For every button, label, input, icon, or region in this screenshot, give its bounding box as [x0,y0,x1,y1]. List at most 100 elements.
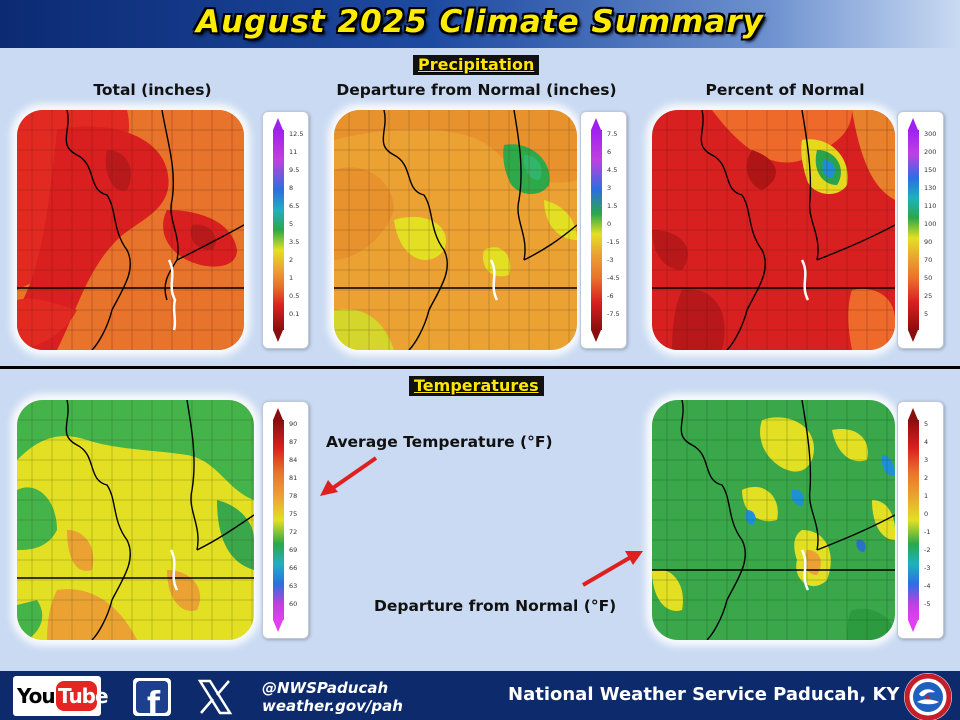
legend-tick: 87 [289,438,298,446]
map-precip-total [17,110,244,350]
legend-top-arrow [273,118,283,130]
legend-tick: 3.5 [289,238,300,246]
caption-temp-average: Average Temperature (°F) [326,433,553,451]
facebook-icon[interactable]: f [133,678,171,720]
map-temp-departure [652,400,895,640]
legend-tick: 200 [924,148,937,156]
legend-tick: 84 [289,456,298,464]
legend-tick: -7.5 [607,310,620,318]
legend-top-arrow [908,118,918,130]
legend-tick: 81 [289,474,298,482]
legend-precip-departure: 7.5 6 4.5 3 1.5 0 -1.5 -3 -4.5 -6 -7.5 [580,111,627,349]
legend-tick: 3 [607,184,612,192]
legend-tick: 1 [289,274,294,282]
legend-tick: -3 [924,564,931,572]
legend-tick: 72 [289,528,298,536]
legend-tick: 11 [289,148,298,156]
legend-tick: 70 [924,256,933,264]
legend-tick: 5 [289,220,294,228]
legend-tick: 3 [924,456,929,464]
page-title: August 2025 Climate Summary [196,4,764,40]
legend-temp-average: 90 87 84 81 78 75 72 69 66 63 60 [262,401,309,639]
legend-tick: 50 [924,274,933,282]
legend-tick: 4 [924,438,929,446]
legend-top-arrow [273,408,283,420]
section-title-precipitation: Precipitation [413,55,540,75]
youtube-tube-text: Tube [58,684,109,708]
legend-tick: 2 [289,256,294,264]
legend-tick: 69 [289,546,298,554]
legend-color-bar [908,130,919,330]
section-divider [0,366,960,369]
legend-bottom-arrow [273,330,283,342]
x-icon[interactable] [196,678,234,716]
legend-tick: -3 [607,256,614,264]
legend-color-bar [591,130,602,330]
legend-tick: 300 [924,130,937,138]
youtube-tube-box: Tube [56,681,109,711]
legend-tick: 78 [289,492,298,500]
legend-tick: 5 [924,420,929,428]
caption-precip-total: Total (inches) [93,81,212,99]
legend-tick: 90 [924,238,933,246]
red-arrow-icon [581,551,643,587]
legend-tick: -4.5 [607,274,620,282]
legend-color-bar [273,130,284,330]
legend-tick: 7.5 [607,130,618,138]
legend-ticks: 90 87 84 81 78 75 72 69 66 63 60 [289,420,309,620]
map-temp-average [17,400,254,640]
legend-tick: -6 [607,292,614,300]
legend-tick: 12.5 [289,130,304,138]
legend-tick: 100 [924,220,937,228]
legend-tick: 5 [924,310,929,318]
legend-tick: 8 [289,184,294,192]
legend-precip-total: 12.5 11 9.5 8 6.5 5 3.5 2 1 0.5 0.1 [262,111,309,349]
map-precip-percent [652,110,895,350]
legend-bottom-arrow [908,330,918,342]
legend-tick: 0 [607,220,612,228]
legend-tick: -2 [924,546,931,554]
legend-tick: 110 [924,202,937,210]
section-title-temperatures: Temperatures [409,376,544,396]
caption-precip-percent: Percent of Normal [705,81,865,99]
legend-top-arrow [591,118,601,130]
legend-tick: 1 [924,492,929,500]
social-handle[interactable]: @NWSPaducah [262,679,389,697]
legend-tick: 66 [289,564,298,572]
legend-tick: 6 [607,148,612,156]
youtube-icon[interactable]: You Tube [13,676,109,716]
caption-temp-departure: Departure from Normal (°F) [374,597,617,615]
legend-color-bar [273,420,284,620]
legend-tick: 150 [924,166,937,174]
facebook-glyph: f [147,686,161,716]
legend-tick: 6.5 [289,202,300,210]
legend-ticks: 300 200 150 130 110 100 90 70 50 25 5 [924,130,944,330]
header-banner [0,0,960,48]
legend-tick: 25 [924,292,933,300]
legend-tick: 130 [924,184,937,192]
legend-tick: -4 [924,582,931,590]
legend-ticks: 5 4 3 2 1 0 -1 -2 -3 -4 -5 [924,420,944,620]
legend-top-arrow [908,408,918,420]
legend-tick: -1.5 [607,238,620,246]
red-arrow-icon [320,456,378,496]
legend-temp-departure: 5 4 3 2 1 0 -1 -2 -3 -4 -5 [897,401,944,639]
legend-bottom-arrow [591,330,601,342]
caption-precip-departure: Departure from Normal (inches) [336,81,617,99]
legend-tick: -5 [924,600,931,608]
website-link[interactable]: weather.gov/pah [262,697,403,715]
youtube-you-text: You [17,684,56,708]
legend-ticks: 7.5 6 4.5 3 1.5 0 -1.5 -3 -4.5 -6 -7.5 [607,130,627,330]
legend-tick: 0.1 [289,310,300,318]
legend-bottom-arrow [273,620,283,632]
legend-tick: 0.5 [289,292,300,300]
office-name: National Weather Service Paducah, KY [508,684,900,705]
legend-tick: 0 [924,510,929,518]
legend-tick: 90 [289,420,298,428]
legend-color-bar [908,420,919,620]
legend-bottom-arrow [908,620,918,632]
legend-ticks: 12.5 11 9.5 8 6.5 5 3.5 2 1 0.5 0.1 [289,130,309,330]
legend-precip-percent: 300 200 150 130 110 100 90 70 50 25 5 [897,111,944,349]
legend-tick: 63 [289,582,298,590]
legend-tick: 4.5 [607,166,618,174]
